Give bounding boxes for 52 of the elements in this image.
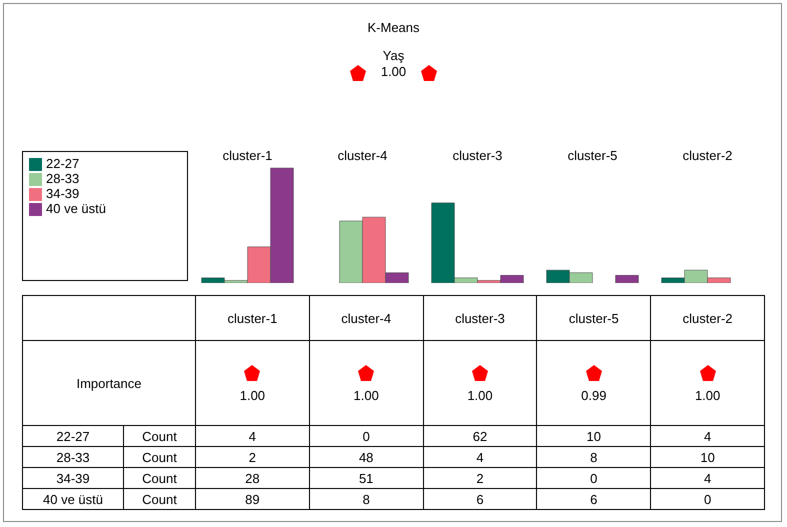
data-label: 48 xyxy=(309,446,424,468)
data-label: 10 xyxy=(650,446,764,468)
data-label: 10 xyxy=(536,426,651,446)
data-label: 4 xyxy=(423,446,537,468)
data-label: 6 xyxy=(423,488,537,510)
data-label: 28 xyxy=(196,468,310,488)
text: 1.00 xyxy=(380,64,406,80)
data-label: 0 xyxy=(650,488,764,510)
legend-label: 22-27 xyxy=(46,156,80,171)
text: Count xyxy=(124,426,196,446)
text: 40 ve üstü xyxy=(43,492,103,506)
chart-title: K-Means xyxy=(366,20,421,35)
data-label: 0 xyxy=(536,468,651,488)
data-label: 51 xyxy=(309,468,424,488)
bar xyxy=(615,274,639,283)
legend-label: 34-39 xyxy=(46,186,80,202)
data-label: 6 xyxy=(536,488,651,510)
x-tick-label: cluster-1 xyxy=(222,148,272,163)
text: 1.00 xyxy=(694,388,722,402)
text: Count xyxy=(142,492,177,506)
text: 1.00 xyxy=(238,388,266,402)
data-label: 2 xyxy=(196,446,310,468)
data-label: 0 xyxy=(309,426,424,446)
data-label: 4 xyxy=(650,468,764,488)
category-label: cluster-3 xyxy=(455,310,505,326)
data-label: 4 xyxy=(650,426,764,446)
category-label: cluster-5 xyxy=(568,310,619,326)
data-label: 2 xyxy=(423,468,537,488)
data-label: 4 xyxy=(196,426,310,446)
text: 1.00 xyxy=(466,388,494,402)
data-label: 62 xyxy=(423,426,537,446)
text: 34-39 xyxy=(56,470,90,486)
category-label: cluster-4 xyxy=(341,310,392,326)
chart-subtitle: Yaş xyxy=(382,48,406,63)
text: 22-27 xyxy=(56,428,90,444)
x-tick-label: cluster-3 xyxy=(452,148,502,163)
text: 28-33 xyxy=(56,450,90,464)
text: 0.99 xyxy=(580,388,608,402)
category-label: cluster-1 xyxy=(227,310,278,326)
x-tick-label: cluster-2 xyxy=(682,148,732,163)
text: Importance xyxy=(22,340,196,426)
text: Count xyxy=(142,450,177,464)
text: 1.00 xyxy=(352,388,380,402)
category-label: cluster-2 xyxy=(682,310,733,326)
x-tick-label: cluster-4 xyxy=(338,148,388,163)
data-label: 8 xyxy=(536,446,651,468)
legend-label: 40 ve üstü xyxy=(46,201,106,216)
data-label: 8 xyxy=(309,488,424,510)
x-tick-label: cluster-5 xyxy=(568,148,618,163)
legend-label: 28-33 xyxy=(46,171,80,186)
data-label: 89 xyxy=(196,488,310,510)
text: Count xyxy=(142,470,177,486)
